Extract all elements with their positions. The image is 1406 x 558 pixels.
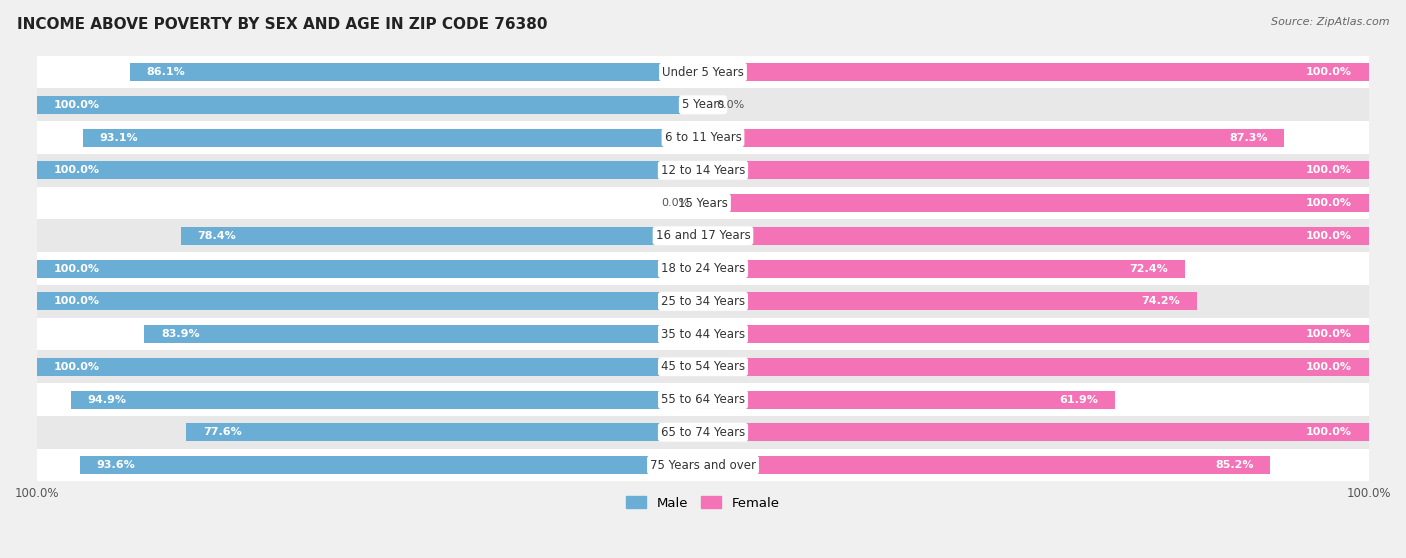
Bar (145, 325, 703, 343)
Text: 100.0%: 100.0% (1306, 427, 1353, 437)
Text: 100.0%: 100.0% (1306, 362, 1353, 372)
Bar (37, 121, 1369, 154)
Text: 93.6%: 93.6% (97, 460, 135, 470)
Bar (37, 383, 1369, 416)
Text: 25 to 34 Years: 25 to 34 Years (661, 295, 745, 308)
Bar (37, 56, 1369, 88)
Text: 72.4%: 72.4% (1129, 263, 1168, 273)
Text: 15 Years: 15 Years (678, 196, 728, 210)
Bar (37, 161, 703, 179)
Text: 100.0%: 100.0% (1306, 329, 1353, 339)
Bar (703, 358, 1369, 376)
Bar (703, 128, 1284, 147)
Text: 94.9%: 94.9% (87, 395, 127, 405)
Bar (37, 449, 1369, 482)
Bar (37, 350, 1369, 383)
Text: 87.3%: 87.3% (1229, 133, 1268, 142)
Bar (37, 96, 703, 114)
Bar (703, 63, 1369, 81)
Text: 100.0%: 100.0% (1306, 67, 1353, 77)
Bar (83, 128, 703, 147)
Bar (181, 227, 703, 245)
Text: 100.0%: 100.0% (53, 263, 100, 273)
Text: 0.0%: 0.0% (661, 198, 690, 208)
Text: 55 to 64 Years: 55 to 64 Years (661, 393, 745, 406)
Bar (703, 259, 1185, 277)
Text: 6 to 11 Years: 6 to 11 Years (665, 131, 741, 144)
Bar (703, 325, 1369, 343)
Text: 93.1%: 93.1% (100, 133, 138, 142)
Text: Source: ZipAtlas.com: Source: ZipAtlas.com (1271, 17, 1389, 27)
Text: 78.4%: 78.4% (198, 231, 236, 241)
Bar (703, 456, 1270, 474)
Bar (37, 219, 1369, 252)
Bar (703, 194, 1369, 212)
Bar (37, 252, 1369, 285)
Text: 86.1%: 86.1% (146, 67, 186, 77)
Bar (37, 154, 1369, 187)
Text: 61.9%: 61.9% (1060, 395, 1098, 405)
Bar (37, 292, 703, 310)
Text: 77.6%: 77.6% (202, 427, 242, 437)
Bar (37, 318, 1369, 350)
Text: 45 to 54 Years: 45 to 54 Years (661, 360, 745, 373)
Bar (703, 424, 1369, 441)
Text: 65 to 74 Years: 65 to 74 Years (661, 426, 745, 439)
Bar (37, 416, 1369, 449)
Text: 16 and 17 Years: 16 and 17 Years (655, 229, 751, 242)
Text: 100.0%: 100.0% (53, 165, 100, 175)
Bar (187, 424, 703, 441)
Bar (37, 88, 1369, 121)
Bar (80, 456, 703, 474)
Text: 100.0%: 100.0% (1306, 231, 1353, 241)
Bar (129, 63, 703, 81)
Bar (37, 187, 1369, 219)
Text: 35 to 44 Years: 35 to 44 Years (661, 328, 745, 340)
Bar (703, 292, 1197, 310)
Text: Under 5 Years: Under 5 Years (662, 66, 744, 79)
Text: 12 to 14 Years: 12 to 14 Years (661, 164, 745, 177)
Text: 5 Years: 5 Years (682, 98, 724, 111)
Text: 85.2%: 85.2% (1215, 460, 1254, 470)
Bar (37, 259, 703, 277)
Text: 83.9%: 83.9% (162, 329, 200, 339)
Text: 100.0%: 100.0% (53, 296, 100, 306)
Text: 0.0%: 0.0% (716, 100, 745, 110)
Text: 74.2%: 74.2% (1142, 296, 1181, 306)
Bar (37, 285, 1369, 318)
Text: 18 to 24 Years: 18 to 24 Years (661, 262, 745, 275)
Bar (703, 161, 1369, 179)
Text: 100.0%: 100.0% (1306, 165, 1353, 175)
Bar (703, 227, 1369, 245)
Text: 100.0%: 100.0% (1306, 198, 1353, 208)
Bar (37, 358, 703, 376)
Bar (703, 391, 1115, 408)
Bar (72, 391, 703, 408)
Text: INCOME ABOVE POVERTY BY SEX AND AGE IN ZIP CODE 76380: INCOME ABOVE POVERTY BY SEX AND AGE IN Z… (17, 17, 547, 32)
Text: 75 Years and over: 75 Years and over (650, 459, 756, 472)
Text: 100.0%: 100.0% (53, 362, 100, 372)
Text: 100.0%: 100.0% (53, 100, 100, 110)
Legend: Male, Female: Male, Female (621, 491, 785, 515)
